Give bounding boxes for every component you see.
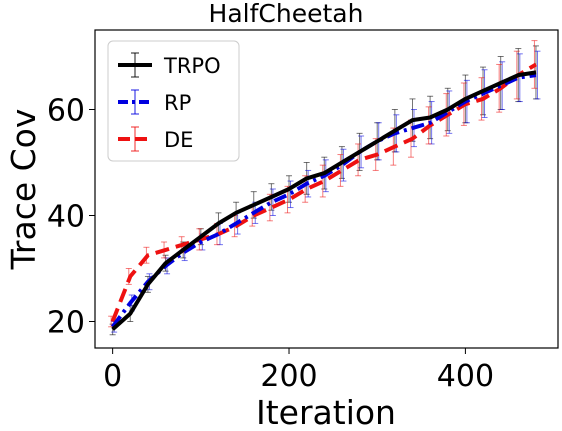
x-axis-label: Iteration	[256, 393, 396, 431]
x-tick-label: 0	[103, 359, 122, 394]
error-bar	[269, 188, 276, 216]
legend-item-trpo: TRPO	[118, 52, 221, 78]
axis-ticks: 0 200 400 20 40 60	[47, 94, 494, 395]
x-tick-label: 400	[437, 359, 494, 394]
error-bar	[337, 154, 344, 187]
y-tick-label: 20	[47, 306, 85, 341]
series-lines	[110, 62, 538, 331]
legend-label: RP	[164, 91, 191, 115]
series-line-rp	[110, 73, 537, 328]
error-bar	[516, 53, 523, 103]
legend-item-rp: RP	[118, 89, 191, 115]
plot-frame	[94, 29, 559, 349]
legend-label: TRPO	[163, 54, 221, 78]
error-bar	[319, 164, 326, 198]
legend-item-de: DE	[118, 126, 193, 152]
error-bar	[287, 180, 294, 209]
legend-box	[107, 40, 240, 162]
legend: TRPO RP DE	[107, 40, 240, 162]
series-line-trpo	[111, 70, 537, 331]
chart-title: HalfCheetah	[209, 0, 364, 28]
x-tick-label: 200	[260, 359, 317, 394]
legend-label: DE	[164, 128, 193, 152]
y-tick-label: 60	[47, 94, 85, 129]
y-axis-label: Trace Cov	[4, 109, 43, 271]
y-tick-label: 40	[47, 200, 85, 235]
series-line-de	[110, 62, 538, 323]
error-bar	[355, 143, 362, 177]
error-bar	[534, 50, 541, 100]
